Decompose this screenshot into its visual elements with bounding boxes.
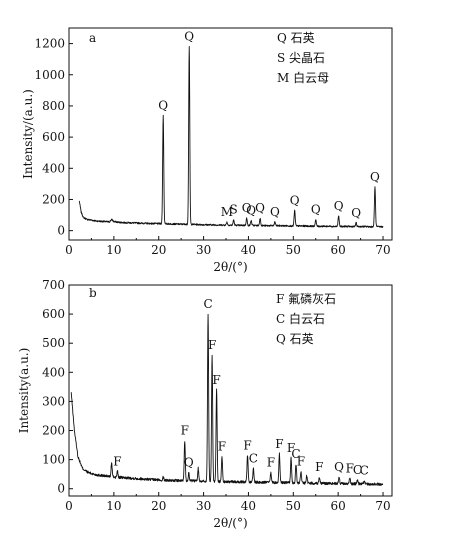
y-tick-label: 600 <box>42 130 65 144</box>
legend-entry: F 氟磷灰石 <box>276 291 336 306</box>
x-tick-label: 10 <box>106 243 121 257</box>
x-tick-label: 20 <box>151 243 166 257</box>
legend-entry: C 白云石 <box>276 311 325 326</box>
y-tick-label: 400 <box>42 365 65 379</box>
x-tick-label: 20 <box>151 499 166 513</box>
y-tick-label: 700 <box>42 278 65 292</box>
x-tick-label: 50 <box>286 243 301 257</box>
y-tick-label: 300 <box>42 394 65 408</box>
x-axis-title: 2θ/(°) <box>213 516 247 530</box>
y-tick-label: 1200 <box>34 37 65 51</box>
x-tick-label: 70 <box>375 243 390 257</box>
peak-label: Q <box>311 203 321 217</box>
x-tick-label: 50 <box>286 499 301 513</box>
y-tick-label: 0 <box>57 482 65 496</box>
peak-label: F <box>275 437 283 451</box>
peak-label: F <box>218 440 226 454</box>
x-tick-label: 70 <box>375 499 390 513</box>
legend-entry: Q 石英 <box>277 31 315 45</box>
legend-entry: Q 石英 <box>276 332 314 346</box>
peak-label: Q <box>255 201 265 215</box>
peak-label: Q <box>351 206 361 220</box>
y-tick-label: 200 <box>42 424 65 438</box>
y-tick-label: 500 <box>42 336 65 350</box>
peak-label: Q <box>270 205 280 219</box>
peak-label: Q <box>184 30 194 44</box>
y-axis-title: Intensity(a.u.) <box>17 348 31 434</box>
panel-label: a <box>89 31 96 45</box>
x-axis-title: 2θ/(°) <box>213 260 247 274</box>
x-tick-label: 10 <box>106 499 121 513</box>
x-tick-label: 0 <box>65 243 73 257</box>
y-tick-label: 400 <box>42 161 65 175</box>
y-tick-label: 0 <box>57 224 65 238</box>
peak-label: F <box>113 454 121 468</box>
peak-label: Q <box>184 456 194 470</box>
x-tick-label: 30 <box>196 243 211 257</box>
peak-label: S <box>230 203 238 217</box>
peak-label: Q <box>334 460 344 474</box>
x-tick-label: 40 <box>241 243 256 257</box>
peak-label: F <box>181 424 189 438</box>
x-tick-label: 40 <box>241 499 256 513</box>
peak-label: F <box>212 373 220 387</box>
legend-entry: M 白云母 <box>277 70 329 85</box>
y-tick-label: 200 <box>42 192 65 206</box>
y-axis-title: Intensity/(a.u.) <box>21 89 35 179</box>
peak-label: C <box>249 451 258 465</box>
y-tick-label: 100 <box>42 453 65 467</box>
panel-a: 0 10 20 30 40 50 60 70 0 200 400 600 800 1000 1200 2θ/(… <box>21 28 392 274</box>
legend-entry: S 尖晶石 <box>277 51 325 65</box>
peak-label: C <box>203 297 212 311</box>
y-tick-label: 1000 <box>34 68 65 82</box>
peak-label: C <box>360 464 369 478</box>
peak-label: Q <box>370 170 380 184</box>
peak-label: Q <box>334 199 344 213</box>
x-tick-label: 60 <box>331 499 346 513</box>
x-tick-label: 30 <box>196 499 211 513</box>
panel-label: b <box>89 286 97 300</box>
peak-label: Q <box>158 98 168 112</box>
x-tick-label: 60 <box>331 243 346 257</box>
y-tick-label: 800 <box>42 99 65 113</box>
y-tick-label: 600 <box>42 307 65 321</box>
peak-label: Q <box>290 193 300 207</box>
peak-label: F <box>297 454 305 468</box>
peak-label: F <box>243 438 251 452</box>
x-tick-label: 0 <box>65 499 73 513</box>
peak-label: F <box>315 460 323 474</box>
peak-label: F <box>267 456 275 470</box>
peak-label: F <box>208 338 216 352</box>
